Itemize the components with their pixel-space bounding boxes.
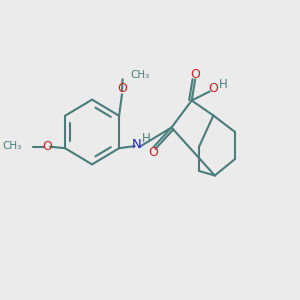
Text: CH₃: CH₃ bbox=[130, 70, 150, 80]
Text: N: N bbox=[132, 138, 142, 151]
Text: O: O bbox=[208, 82, 218, 95]
Text: CH₃: CH₃ bbox=[2, 141, 21, 151]
Text: O: O bbox=[42, 140, 52, 153]
Text: H: H bbox=[219, 77, 228, 91]
Text: O: O bbox=[148, 146, 158, 159]
Text: O: O bbox=[117, 82, 127, 95]
Text: H: H bbox=[142, 131, 151, 145]
Text: O: O bbox=[190, 68, 200, 81]
